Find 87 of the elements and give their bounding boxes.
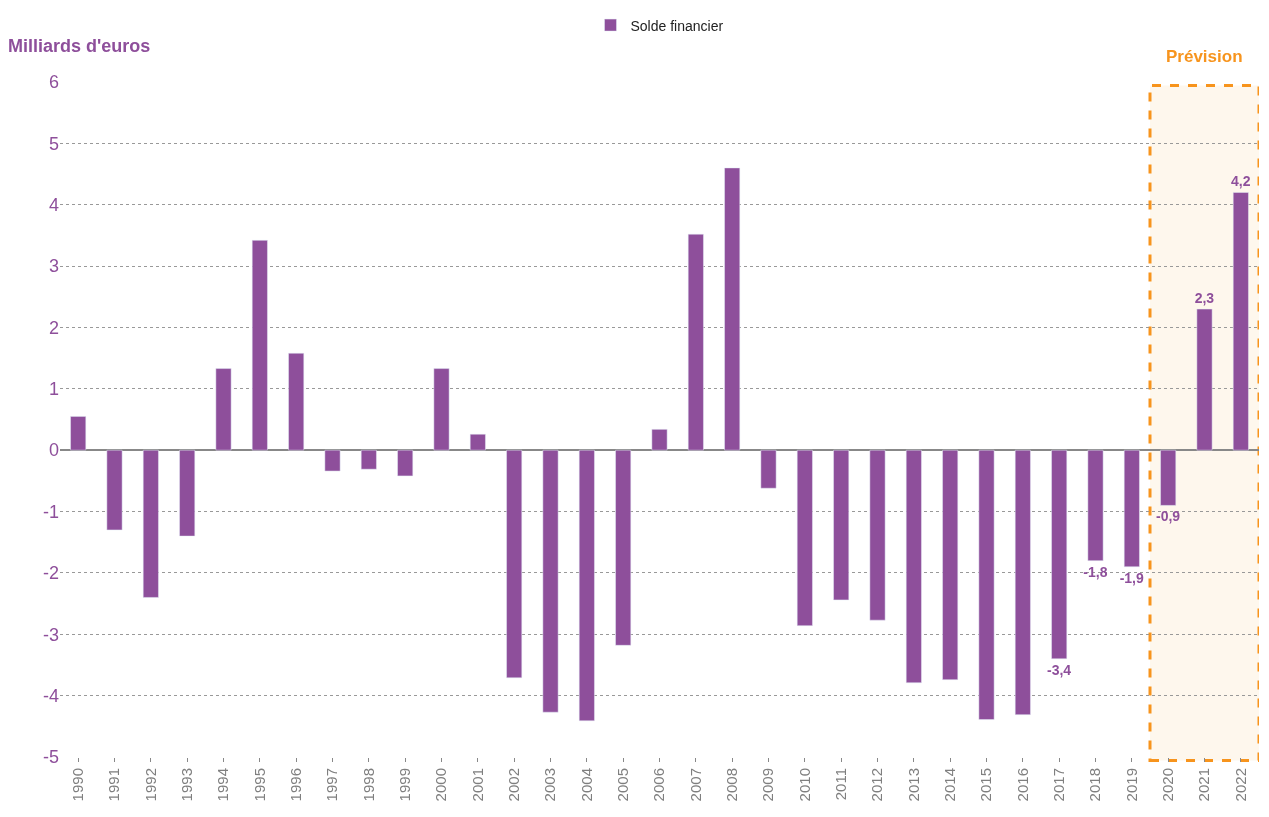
x-tick-label: 2002 bbox=[505, 768, 523, 802]
x-tick-label: 1999 bbox=[396, 768, 414, 802]
bar bbox=[288, 352, 305, 451]
x-tick-label: 2013 bbox=[904, 768, 922, 802]
bar bbox=[1232, 192, 1249, 451]
x-tick-label: 1994 bbox=[214, 768, 232, 802]
bar bbox=[142, 449, 159, 598]
bar bbox=[869, 449, 886, 621]
x-tick-label: 2016 bbox=[1013, 768, 1031, 802]
y-axis-title: Milliards d'euros bbox=[8, 36, 151, 56]
data-label: -1,8 bbox=[1083, 563, 1108, 580]
bar bbox=[1014, 449, 1031, 715]
x-tick-label: 2011 bbox=[832, 768, 850, 801]
bar bbox=[1087, 449, 1104, 561]
x-tick-label: 2018 bbox=[1086, 768, 1104, 802]
x-tick-label: 1996 bbox=[287, 768, 305, 802]
y-tick-label: 1 bbox=[48, 379, 59, 400]
x-tick-label: 2003 bbox=[541, 768, 559, 802]
bar bbox=[833, 449, 850, 601]
bar bbox=[578, 449, 595, 722]
data-label: -1,9 bbox=[1119, 569, 1144, 586]
bar bbox=[615, 449, 632, 646]
bar bbox=[724, 167, 741, 451]
x-tick-label: 1997 bbox=[323, 768, 341, 802]
x-tick-label: 1990 bbox=[69, 768, 87, 802]
bar bbox=[506, 449, 523, 679]
bar bbox=[1123, 449, 1140, 568]
data-label: -3,4 bbox=[1047, 661, 1072, 678]
x-tick-label: 2020 bbox=[1159, 768, 1177, 802]
band-label: Prévision bbox=[1166, 47, 1243, 66]
y-tick-label: 3 bbox=[48, 256, 59, 277]
bar bbox=[469, 433, 486, 451]
x-tick-label: 1993 bbox=[178, 768, 196, 802]
x-tick-label: 1998 bbox=[359, 768, 377, 802]
y-tick-label: 6 bbox=[48, 72, 59, 93]
bar bbox=[1196, 308, 1213, 451]
bar bbox=[651, 429, 668, 451]
bar bbox=[324, 449, 341, 472]
data-label: 2,3 bbox=[1194, 290, 1215, 307]
y-tick-label: -1 bbox=[42, 501, 59, 522]
x-tick-label: 2014 bbox=[941, 768, 959, 802]
y-tick-label: 2 bbox=[48, 317, 59, 338]
y-tick-label: -5 bbox=[42, 747, 59, 768]
bar bbox=[542, 449, 559, 713]
x-tick-label: 2012 bbox=[868, 768, 886, 802]
x-tick-label: 2022 bbox=[1231, 768, 1249, 802]
bar bbox=[106, 449, 123, 531]
x-tick-label: 2009 bbox=[759, 768, 777, 802]
bar bbox=[1051, 449, 1068, 660]
x-tick-label: 2015 bbox=[977, 768, 995, 802]
legend-label: Solde financier bbox=[630, 17, 724, 34]
bar bbox=[70, 416, 87, 451]
x-tick-label: 2010 bbox=[795, 768, 813, 802]
x-tick-label: 2004 bbox=[577, 768, 595, 802]
x-tick-label: 2017 bbox=[1050, 768, 1068, 802]
y-tick-label: -3 bbox=[42, 624, 59, 645]
x-tick-label: 2000 bbox=[432, 768, 450, 802]
bar bbox=[796, 449, 813, 626]
x-tick-label: 2001 bbox=[468, 768, 486, 802]
data-label: 4,2 bbox=[1230, 173, 1251, 190]
data-label: -0,9 bbox=[1156, 508, 1181, 525]
y-tick-label: 5 bbox=[48, 133, 59, 154]
bar bbox=[179, 449, 196, 537]
y-tick-label: -2 bbox=[42, 563, 59, 584]
bar bbox=[1160, 449, 1177, 506]
x-tick-label: 1991 bbox=[105, 768, 123, 802]
x-tick-label: 2005 bbox=[614, 768, 632, 802]
bar bbox=[978, 449, 995, 720]
x-tick-label: 2006 bbox=[650, 768, 668, 802]
x-tick-label: 2021 bbox=[1195, 768, 1213, 802]
bar bbox=[360, 449, 377, 470]
bar bbox=[215, 368, 232, 451]
x-tick-label: 2008 bbox=[723, 768, 741, 802]
bar bbox=[905, 449, 922, 683]
x-tick-label: 1992 bbox=[141, 768, 159, 802]
x-tick-label: 2007 bbox=[686, 768, 704, 802]
y-tick-label: 0 bbox=[48, 440, 59, 461]
x-tick-label: 2019 bbox=[1122, 768, 1140, 802]
bar bbox=[433, 368, 450, 451]
y-tick-label: -4 bbox=[42, 685, 59, 706]
bar bbox=[397, 449, 414, 477]
bar bbox=[760, 449, 777, 489]
bar bbox=[251, 240, 268, 451]
y-tick-label: 4 bbox=[48, 195, 59, 216]
bar bbox=[942, 449, 959, 680]
x-tick-label: 1995 bbox=[250, 768, 268, 802]
bar bbox=[687, 233, 704, 451]
